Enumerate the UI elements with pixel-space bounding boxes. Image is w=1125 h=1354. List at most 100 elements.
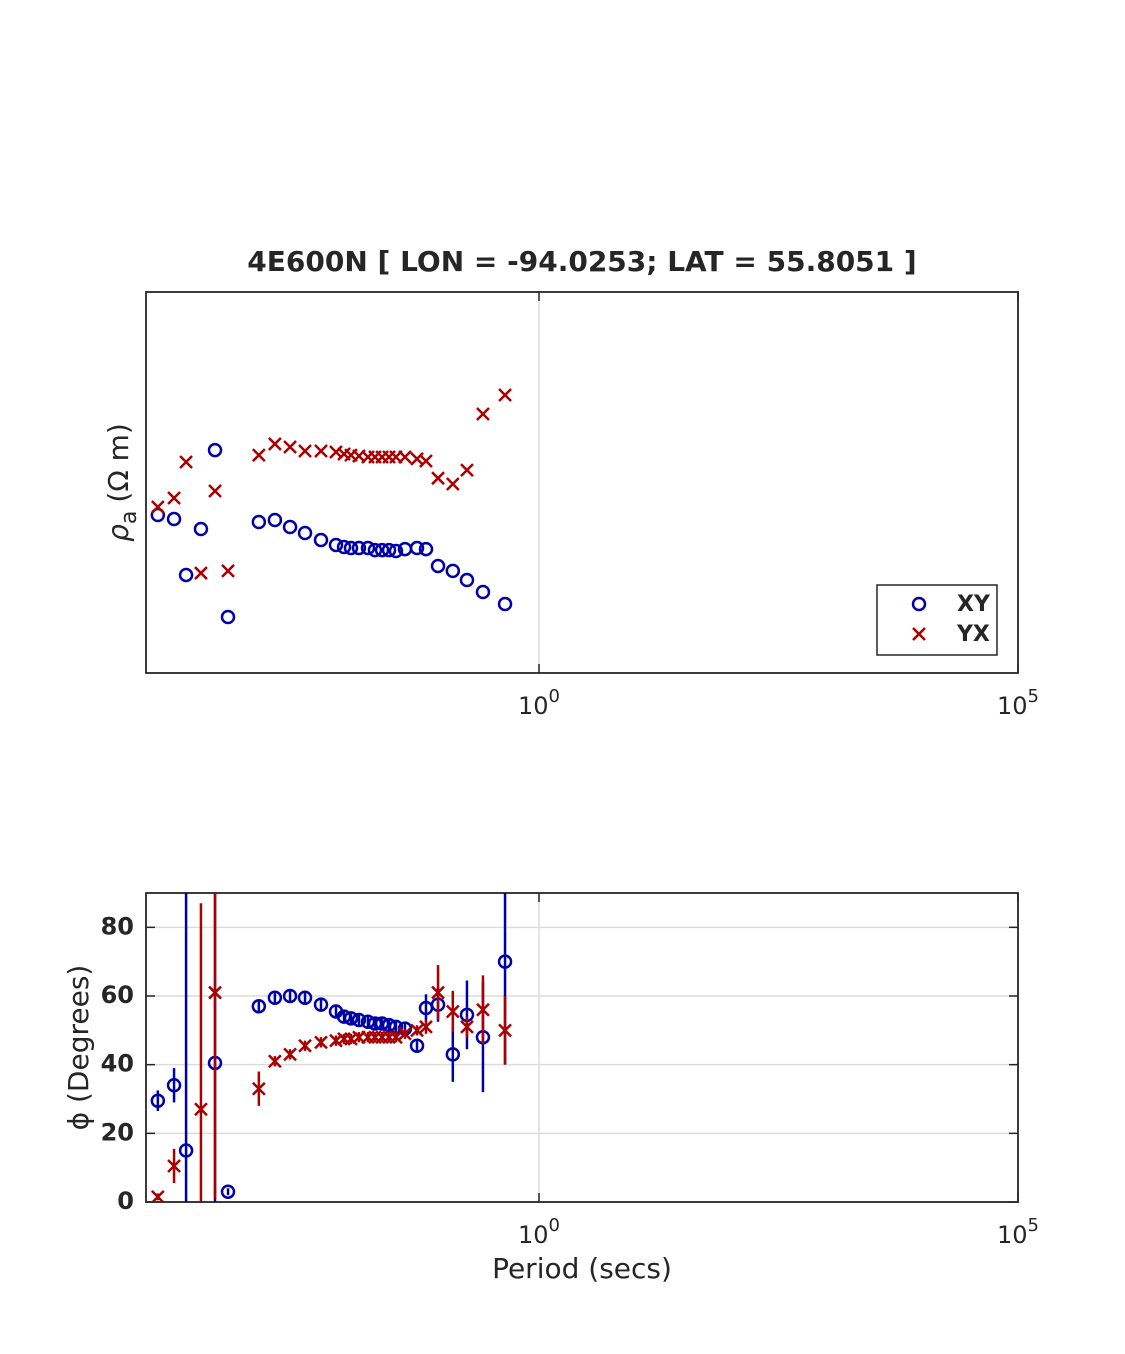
marker-circle	[282, 519, 298, 535]
marker-circle	[497, 954, 513, 969]
marker-circle	[282, 988, 298, 1004]
marker-circle	[497, 596, 513, 612]
marker-circle	[267, 990, 283, 1005]
marker-circle	[150, 1093, 166, 1108]
marker-circle	[251, 999, 267, 1014]
marker-circle	[381, 542, 397, 558]
marker-x	[476, 407, 490, 421]
axes-background	[146, 893, 1018, 1202]
marker-x	[431, 985, 445, 1000]
marker-circle	[178, 567, 194, 583]
marker-x	[283, 1047, 297, 1062]
x-tick-label: 100	[518, 686, 560, 720]
marker-x	[314, 444, 328, 458]
y-axis-label-part: ρ	[102, 524, 135, 542]
marker-x	[251, 1081, 266, 1096]
marker-circle	[459, 572, 475, 588]
marker-circle	[351, 540, 367, 556]
axes-background	[146, 292, 1018, 673]
y-axis-label-part: (Ω m)	[102, 423, 135, 502]
marker-x	[398, 450, 412, 464]
marker-x	[389, 1030, 403, 1045]
y-axis-label: ϕ (Degrees)	[62, 965, 95, 1131]
marker-circle	[297, 525, 313, 541]
marker-x	[445, 477, 460, 491]
marker-circle	[267, 512, 283, 528]
plot-area	[150, 893, 513, 1202]
marker-circle	[297, 990, 313, 1005]
marker-circle	[343, 540, 359, 556]
marker-circle	[430, 558, 446, 574]
marker-x	[208, 484, 222, 498]
marker-circle	[388, 543, 404, 559]
marker-circle	[409, 540, 425, 556]
marker-x	[268, 1054, 282, 1069]
marker-circle	[220, 609, 236, 625]
marker-x	[431, 471, 445, 486]
marker-x	[179, 455, 193, 469]
y-tick-label: 80	[101, 912, 134, 940]
marker-circle	[336, 539, 352, 555]
marker-x	[460, 463, 474, 477]
marker-x	[283, 440, 297, 454]
y-tick-label: 20	[101, 1118, 134, 1146]
marker-circle	[313, 532, 329, 548]
marker-circle	[409, 1038, 425, 1054]
marker-circle	[911, 596, 927, 612]
y-tick-label: 0	[117, 1187, 134, 1215]
marker-x	[445, 1004, 460, 1019]
x-tick-label: 105	[997, 1215, 1039, 1249]
marker-circle	[193, 521, 209, 537]
marker-circle	[220, 1184, 236, 1199]
marker-x	[498, 388, 512, 402]
marker-circle	[418, 541, 434, 557]
marker-x	[419, 1020, 433, 1034]
marker-x	[150, 500, 165, 514]
marker-circle	[343, 1011, 359, 1026]
marker-circle	[207, 442, 223, 458]
marker-x	[410, 1023, 424, 1038]
y-axis-label-part: a	[117, 511, 142, 524]
marker-circle	[150, 507, 166, 523]
marker-circle	[367, 542, 383, 558]
marker-circle	[445, 563, 461, 579]
marker-x	[419, 454, 433, 468]
legend-label: XY	[957, 592, 991, 617]
marker-x	[194, 1102, 208, 1117]
x-tick-label: 105	[997, 686, 1039, 720]
marker-circle	[166, 1078, 182, 1093]
marker-circle	[178, 1143, 194, 1158]
marker-x	[460, 1020, 474, 1034]
marker-x	[167, 1159, 181, 1173]
marker-circle	[251, 514, 267, 530]
marker-x	[150, 1189, 165, 1202]
marker-x	[314, 1035, 328, 1050]
y-axis-label: ρa (Ω m)	[102, 423, 142, 542]
marker-x	[208, 985, 222, 1000]
y-tick-label: 40	[101, 1050, 134, 1078]
marker-x	[221, 564, 235, 578]
marker-circle	[166, 511, 182, 527]
marker-x	[194, 566, 208, 580]
marker-x	[298, 444, 312, 458]
marker-x	[329, 445, 343, 459]
marker-circle	[445, 1047, 461, 1062]
marker-circle	[328, 537, 344, 553]
marker-x	[298, 1038, 312, 1053]
marker-x	[498, 1023, 512, 1038]
x-axis-label: Period (secs)	[492, 1252, 672, 1285]
x-tick-label: 100	[518, 1215, 560, 1249]
plot-area	[150, 388, 513, 625]
marker-circle	[475, 584, 491, 600]
marker-x	[167, 491, 181, 505]
marker-circle	[374, 542, 390, 558]
marker-circle	[360, 540, 376, 556]
axes-box	[145, 892, 1019, 1203]
chart-title: 4E600N [ LON = -94.0253; LAT = 55.8051 ]	[247, 245, 916, 278]
marker-x	[398, 1026, 412, 1041]
y-tick-label: 60	[101, 981, 134, 1009]
marker-x	[476, 1002, 490, 1017]
marker-circle	[351, 1012, 367, 1028]
marker-x	[268, 437, 282, 451]
